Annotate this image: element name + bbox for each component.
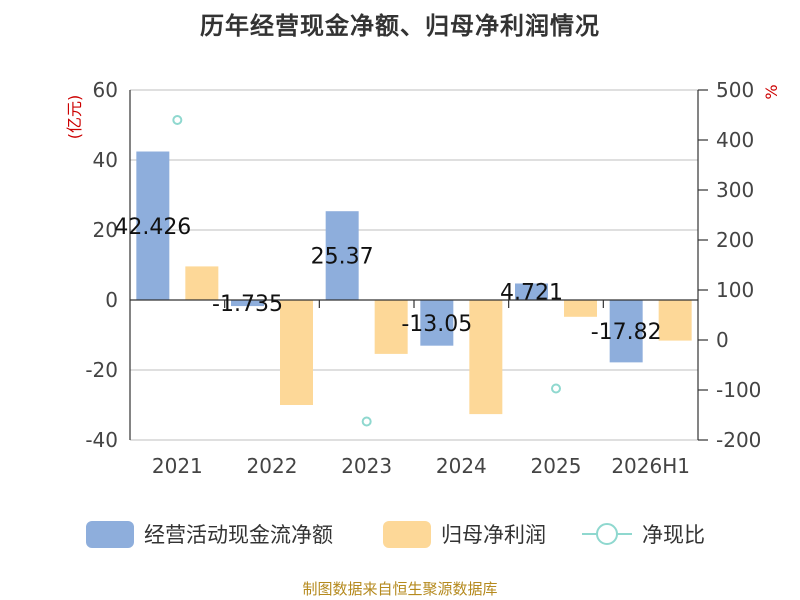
data-label: 4.721 [500,281,563,306]
legend-label: 归母净利润 [441,523,546,547]
y-left-tick-label: 40 [93,148,118,172]
bar [231,300,264,307]
y-right-axis-label: % [762,84,781,99]
x-tick-label: 2023 [341,454,392,478]
y-right-tick-label: 0 [716,328,729,352]
y-left-axis-label: (亿元) [65,95,84,140]
bar [515,283,548,300]
data-label: -17.82 [591,320,662,345]
x-tick-label: 2024 [436,454,487,478]
bars [136,151,692,415]
legend-label: 净现比 [642,523,705,547]
source-note: 制图数据来自恒生聚源数据库 [302,580,498,598]
data-label: 25.37 [311,245,374,270]
y-right-tick-label: -100 [716,378,761,402]
x-tick-label: 2026H1 [611,454,690,478]
legend: 经营活动现金流净额 归母净利润 净现比 [86,521,705,548]
gridlines [130,89,698,441]
bar [280,300,313,405]
legend-marker [596,523,618,545]
y-left-tick-label: 60 [93,78,118,102]
legend-swatch [86,521,134,548]
y-left-tick-label: 0 [105,288,118,312]
y-left-tick-label: 20 [93,218,118,242]
bar [469,300,503,415]
y-right-tick-label: 100 [716,278,754,302]
bar [374,300,408,354]
bar [325,211,359,300]
x-tick-label: 2021 [152,454,203,478]
data-label: -13.05 [401,312,472,337]
bar [136,151,170,300]
ratio-points [172,115,561,427]
ratio-point [361,416,372,427]
bar [185,266,219,300]
y-right-tick-label: 300 [716,178,754,202]
x-tick-label: 2022 [247,454,298,478]
data-label: 42.426 [114,215,191,240]
y-right-tick-label: -200 [716,428,761,452]
y-left-tick-label: -40 [85,428,118,452]
bar [420,300,454,346]
axes: 6040200-20-405004003002001000-100-200(亿元… [65,78,781,478]
bar [564,300,597,317]
ratio-point [172,115,183,125]
y-left-tick-label: -20 [85,358,118,382]
data-label: -1.735 [212,292,283,317]
x-tick-label: 2025 [531,454,582,478]
y-right-tick-label: 200 [716,228,754,252]
legend-swatch [383,521,431,548]
y-right-tick-label: 500 [716,78,754,102]
chart-title: 历年经营现金净额、归母净利润情况 [200,12,600,40]
bar [658,300,692,341]
ratio-point [551,383,561,394]
bar [609,300,643,363]
y-right-tick-label: 400 [716,128,754,152]
data-labels: 42.426 -1.735 25.37 -13.05 4.721 -17.82 [114,215,661,345]
legend-label: 经营活动现金流净额 [144,523,333,547]
